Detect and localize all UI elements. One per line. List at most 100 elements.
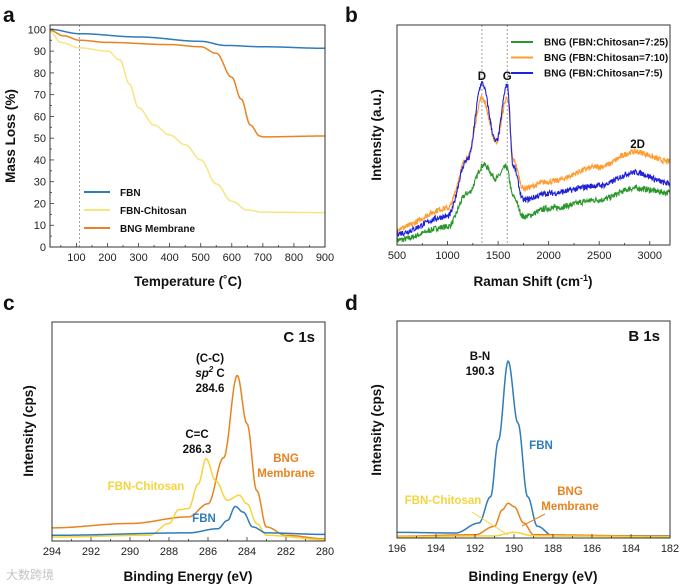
x-tick-label: 284 <box>238 546 256 558</box>
x-axis-label: Temperature (˚C) <box>134 274 242 289</box>
series-label: FBN-Chitosan <box>405 495 482 507</box>
y-axis-label: Intensity (cps) <box>369 384 384 476</box>
x-tick-label: 294 <box>43 546 61 558</box>
x-tick-label: 800 <box>285 252 303 264</box>
x-tick-label: 286 <box>199 546 217 558</box>
panel-label: a <box>3 4 15 27</box>
series-label: FBN <box>192 513 216 525</box>
panel-b: b 500 1000 1500 2000 2500 3000 Raman Shift (cm-… <box>345 4 671 289</box>
series-line-bng-fbn-chitosan-7-25- <box>397 162 670 244</box>
y-tick-label: 0 <box>40 242 46 254</box>
x-tick-label: 196 <box>388 543 406 555</box>
series-line-fbn-chitosan <box>50 30 325 214</box>
x-tick-label: 600 <box>223 252 241 264</box>
spectrum-title: B 1s <box>628 328 660 345</box>
x-tick-label: 2000 <box>536 250 560 262</box>
x-tick-label: 186 <box>583 543 601 555</box>
spectrum-title: C 1s <box>283 329 315 346</box>
legend-label: FBN <box>120 188 141 199</box>
series-line-bng-membrane <box>397 502 670 538</box>
x-tick-label: 400 <box>160 252 178 264</box>
legend-label: BNG (FBN:Chitosan=7:5) <box>544 69 663 80</box>
series-label: Membrane <box>257 468 315 480</box>
series-line-fbn <box>52 505 325 537</box>
legend-label: BNG Membrane <box>120 224 195 235</box>
series-line-bng-fbn-chitosan-7-5- <box>397 80 670 237</box>
x-tick-label: 188 <box>544 543 562 555</box>
x-tick-label: 200 <box>98 252 116 264</box>
legend-label: BNG (FBN:Chitosan=7:10) <box>544 53 668 64</box>
x-tick-label: 300 <box>129 252 147 264</box>
leader-line <box>471 511 509 536</box>
y-tick-label: 70 <box>34 90 46 102</box>
x-tick-label: 500 <box>388 250 406 262</box>
x-tick-label: 1000 <box>435 250 459 262</box>
peak-annotation: 284.6 <box>196 383 225 395</box>
legend-label: FBN-Chitosan <box>120 206 187 217</box>
legend-label: BNG (FBN:Chitosan=7:25) <box>544 38 668 49</box>
series-line-bng-membrane <box>50 29 325 138</box>
panel-d: d 196 194 192 190 188 186 184 182 Binding Energy … <box>345 292 679 584</box>
peak-annotation: sp2 C <box>195 365 224 380</box>
x-tick-label: 184 <box>622 543 640 555</box>
peak-annotation: C=C <box>185 429 208 441</box>
series-label: BNG <box>273 453 299 465</box>
series-label: BNG <box>557 486 583 498</box>
series-label: FBN <box>529 440 553 452</box>
y-tick-label: 90 <box>34 46 46 58</box>
y-tick-label: 30 <box>34 177 46 189</box>
peak-label: 2D <box>630 139 645 151</box>
y-tick-label: 60 <box>34 111 46 123</box>
y-tick-label: 80 <box>34 68 46 80</box>
peak-label: G <box>503 71 512 83</box>
peak-annotation: (C-C) <box>196 353 224 365</box>
y-tick-label: 100 <box>28 24 46 36</box>
panel-label: b <box>345 4 358 27</box>
peak-annotation: 286.3 <box>183 444 212 456</box>
y-tick-label: 40 <box>34 155 46 167</box>
x-tick-label: 100 <box>67 252 85 264</box>
panel-label: d <box>345 292 358 315</box>
y-axis-label: Intensity (a.u.) <box>369 89 384 181</box>
panel-a: a 100 200 300 400 500 600 700 800 900 0 10 20 30 40 50 6… <box>3 4 334 289</box>
series-label: FBN-Chitosan <box>108 481 185 493</box>
peak-label: D <box>478 71 486 83</box>
y-axis-label: Intensity (cps) <box>21 385 36 477</box>
series-line-fbn-chitosan <box>52 457 325 541</box>
x-tick-label: 194 <box>427 543 445 555</box>
leader-line <box>521 513 546 527</box>
plot-frame <box>49 24 326 248</box>
x-tick-label: 192 <box>466 543 484 555</box>
x-tick-label: 280 <box>316 546 334 558</box>
x-axis-label: Raman Shift (cm-1) <box>473 273 592 289</box>
x-tick-label: 900 <box>316 252 334 264</box>
x-tick-label: 292 <box>82 546 100 558</box>
x-tick-label: 3000 <box>638 250 662 262</box>
x-tick-label: 2500 <box>587 250 611 262</box>
panel-c: c 294 292 290 288 286 284 282 280 Binding Energy … <box>3 292 334 584</box>
plot-frame <box>396 24 671 246</box>
x-tick-label: 500 <box>192 252 210 264</box>
peak-annotation: B-N <box>470 351 490 363</box>
panel-label: c <box>3 292 15 315</box>
x-tick-label: 190 <box>505 543 523 555</box>
watermark: 大数跨境 <box>6 568 55 582</box>
peak-annotation: 190.3 <box>466 366 495 378</box>
x-tick-label: 700 <box>254 252 272 264</box>
x-tick-label: 288 <box>160 546 178 558</box>
x-tick-label: 1500 <box>486 250 510 262</box>
x-tick-label: 182 <box>661 543 679 555</box>
series-label: Membrane <box>541 501 599 513</box>
y-tick-label: 10 <box>34 220 46 232</box>
series-line-bng-fbn-chitosan-7-10- <box>397 94 670 233</box>
series-line-fbn <box>50 28 325 50</box>
y-tick-label: 50 <box>34 133 46 145</box>
x-axis-label: Binding Energy (eV) <box>468 569 597 584</box>
y-axis-label: Mass Loss (%) <box>3 89 18 183</box>
x-tick-label: 290 <box>121 546 139 558</box>
x-axis-label: Binding Energy (eV) <box>123 569 252 584</box>
series-line-fbn-chitosan <box>397 531 670 538</box>
x-tick-label: 282 <box>277 546 295 558</box>
y-tick-label: 20 <box>34 198 46 210</box>
